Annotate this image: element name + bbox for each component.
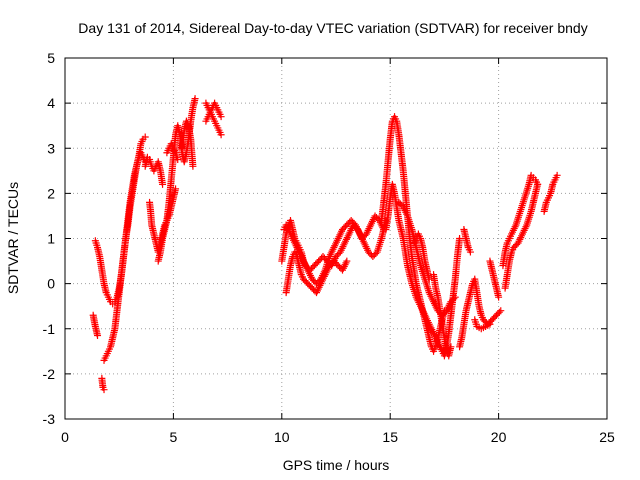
data-point — [486, 320, 494, 328]
data-point — [447, 343, 455, 351]
data-point — [451, 293, 459, 301]
data-point — [159, 180, 167, 188]
data-point — [174, 156, 182, 164]
data-marks — [89, 95, 561, 394]
data-point — [100, 386, 108, 394]
series-arc-d — [100, 149, 149, 364]
x-tick-label: 25 — [599, 429, 615, 445]
data-point — [495, 308, 503, 316]
series-arc-p — [382, 180, 464, 360]
y-tick-label: -2 — [43, 366, 56, 382]
series-arc-w — [486, 257, 503, 301]
series-arc-h — [163, 140, 182, 164]
data-point — [189, 162, 197, 170]
series-arc-z — [540, 171, 561, 215]
x-tick-label: 20 — [491, 429, 507, 445]
x-tick-label: 0 — [61, 429, 69, 445]
x-axis-label: GPS time / hours — [283, 457, 390, 473]
y-tick-label: -1 — [43, 321, 56, 337]
y-tick-label: 2 — [47, 185, 55, 201]
series-arc-r — [410, 230, 433, 283]
data-point — [343, 257, 351, 265]
x-tick-label: 5 — [170, 429, 178, 445]
x-tick-label: 15 — [382, 429, 398, 445]
series-arc-m — [280, 212, 388, 274]
data-point — [425, 275, 433, 283]
data-point — [94, 332, 102, 340]
series-arc-y — [501, 180, 542, 292]
y-axis-label: SDTVAR / TECUs — [5, 182, 21, 294]
series-arc-n — [282, 248, 351, 297]
series-arc-u — [460, 225, 474, 256]
series-arc-c — [98, 374, 108, 394]
series-arc-v — [471, 316, 494, 333]
y-tick-label: 4 — [47, 95, 55, 111]
plot-frame — [64, 57, 608, 420]
data-point — [456, 235, 464, 242]
series-arc-s — [430, 271, 455, 360]
data-point — [534, 180, 542, 188]
y-tick-label: 5 — [47, 50, 55, 66]
y-tick-label: 0 — [47, 276, 55, 292]
data-point — [217, 113, 225, 121]
y-tick-label: -3 — [43, 411, 56, 427]
y-tick-label: 3 — [47, 140, 55, 156]
data-point — [466, 248, 474, 256]
data-point — [191, 95, 199, 103]
series-arc-i — [178, 117, 197, 170]
data-point — [497, 307, 505, 315]
series-arc-e — [141, 153, 167, 188]
data-point — [553, 171, 561, 179]
series-arc-k — [202, 99, 225, 125]
data-point — [450, 295, 458, 303]
data-point — [141, 133, 149, 141]
data-point — [217, 131, 225, 139]
chart-title: Day 131 of 2014, Sidereal Day-to-day VTE… — [78, 20, 587, 36]
data-point — [495, 293, 503, 301]
grid — [65, 58, 607, 419]
series-arc-a — [89, 311, 102, 340]
x-tick-label: 10 — [274, 429, 290, 445]
y-tick-label: 1 — [47, 231, 55, 247]
